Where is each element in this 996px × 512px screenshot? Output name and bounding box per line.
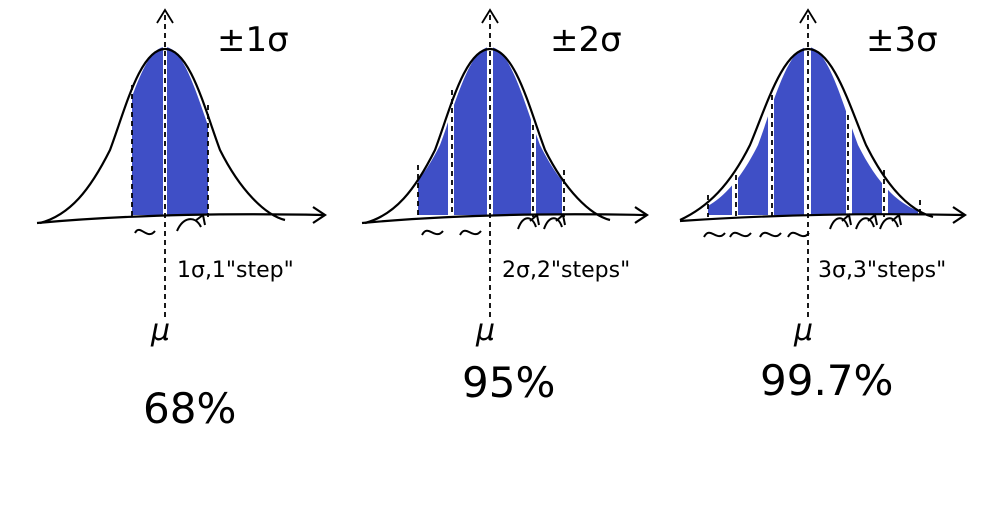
sigma-arcs-left — [703, 231, 810, 238]
x-axis-arrow — [634, 206, 649, 224]
percent-label: 95% — [462, 358, 555, 407]
step-label: 2σ,2"steps" — [502, 258, 630, 283]
x-axis-arrow — [952, 206, 967, 224]
panel-1sigma: ±1σ 1σ,1"step" μ 68% — [36, 8, 327, 433]
mu-label: μ — [150, 313, 170, 348]
percent-label: 68% — [143, 384, 236, 433]
sigma-arc-left — [134, 228, 156, 236]
x-axis — [36, 213, 324, 225]
panel-2sigma: ±2σ 2σ,2"steps" μ 95% — [361, 8, 649, 407]
sigma-arcs-left — [421, 229, 482, 236]
step-arc-right — [176, 213, 206, 232]
x-axis — [361, 213, 646, 225]
bell-curve — [39, 47, 286, 225]
y-axis-arrow — [156, 8, 174, 24]
mu-label: μ — [793, 313, 813, 348]
step-label: 3σ,3"steps" — [818, 258, 946, 283]
panel-3sigma: ±3σ 3σ,3"steps" μ 99.7% — [679, 8, 967, 405]
y-axis-arrow — [799, 8, 817, 24]
mu-label: μ — [475, 313, 495, 348]
shaded-area-3sigma — [708, 47, 918, 215]
panel-title: ±2σ — [550, 20, 622, 60]
shaded-area-1sigma — [132, 47, 208, 215]
percent-label: 99.7% — [760, 356, 893, 405]
bell-curve — [364, 47, 611, 225]
x-axis — [679, 213, 964, 223]
step-label: 1σ,1"step" — [177, 258, 294, 283]
step-arcs-right — [829, 213, 902, 230]
bell-curve — [679, 47, 934, 221]
panel-title: ±3σ — [866, 20, 938, 60]
x-axis-arrow — [312, 206, 327, 224]
panel-title: ±1σ — [217, 20, 289, 60]
step-arcs-right — [517, 213, 566, 230]
y-axis-arrow — [481, 8, 499, 24]
